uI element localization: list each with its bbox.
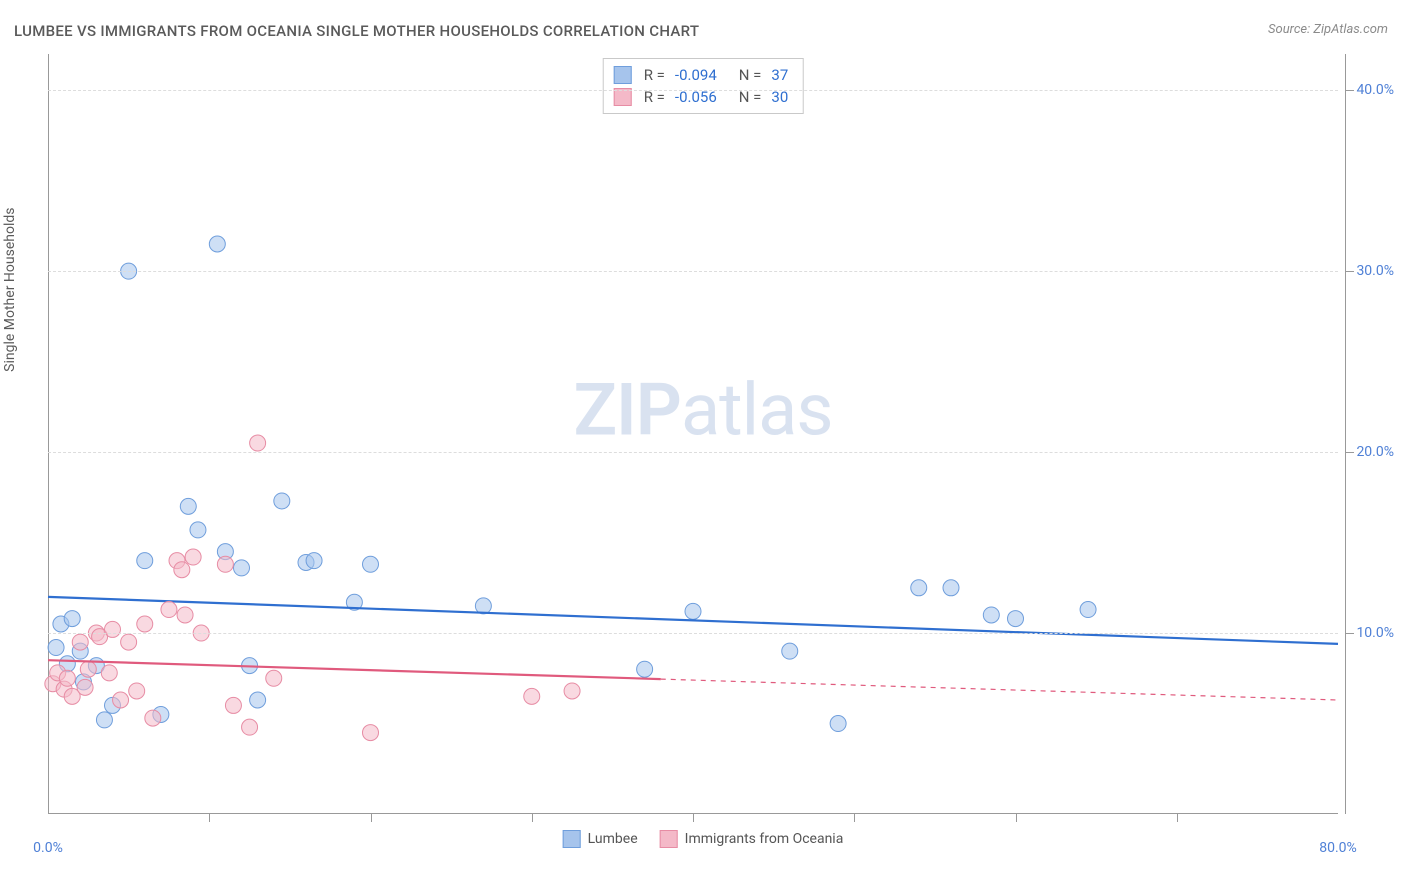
data-point bbox=[129, 683, 145, 699]
data-point bbox=[1008, 611, 1024, 627]
legend-swatch-icon bbox=[660, 830, 678, 848]
tick-mark bbox=[1346, 452, 1354, 453]
legend-item: Immigrants from Oceania bbox=[660, 830, 844, 848]
data-point bbox=[80, 661, 96, 677]
data-point bbox=[77, 679, 93, 695]
data-point bbox=[209, 236, 225, 252]
data-point bbox=[105, 621, 121, 637]
data-point bbox=[64, 611, 80, 627]
data-point bbox=[306, 553, 322, 569]
data-point bbox=[363, 556, 379, 572]
tick-mark bbox=[693, 814, 694, 822]
data-point bbox=[225, 697, 241, 713]
data-point bbox=[174, 562, 190, 578]
data-point bbox=[564, 683, 580, 699]
y-tick-label: 40.0% bbox=[1356, 82, 1394, 98]
gridline-h bbox=[48, 452, 1338, 453]
data-point bbox=[637, 661, 653, 677]
data-point bbox=[524, 688, 540, 704]
tick-mark bbox=[1177, 814, 1178, 822]
data-point bbox=[180, 498, 196, 514]
data-point bbox=[145, 710, 161, 726]
data-point bbox=[113, 692, 129, 708]
x-tick-label: 0.0% bbox=[33, 840, 63, 856]
legend-item: Lumbee bbox=[563, 830, 638, 848]
data-point bbox=[266, 670, 282, 686]
y-tick-label: 10.0% bbox=[1356, 625, 1394, 641]
y-tick-label: 20.0% bbox=[1356, 444, 1394, 460]
trend-line bbox=[48, 660, 661, 679]
data-point bbox=[250, 692, 266, 708]
data-point bbox=[161, 602, 177, 618]
plot-svg bbox=[48, 54, 1338, 814]
legend-series: Lumbee Immigrants from Oceania bbox=[563, 830, 844, 848]
data-point bbox=[274, 493, 290, 509]
data-point bbox=[121, 634, 137, 650]
data-point bbox=[137, 616, 153, 632]
data-point bbox=[782, 643, 798, 659]
data-point bbox=[242, 719, 258, 735]
data-point bbox=[137, 553, 153, 569]
correlation-chart: LUMBEE VS IMMIGRANTS FROM OCEANIA SINGLE… bbox=[0, 0, 1406, 892]
x-tick-label: 80.0% bbox=[1319, 840, 1357, 856]
data-point bbox=[72, 634, 88, 650]
data-point bbox=[190, 522, 206, 538]
y-tick-label: 30.0% bbox=[1356, 263, 1394, 279]
chart-title: LUMBEE VS IMMIGRANTS FROM OCEANIA SINGLE… bbox=[14, 22, 699, 40]
data-point bbox=[48, 640, 64, 656]
legend-item-label: Lumbee bbox=[588, 831, 638, 847]
legend-item-label: Immigrants from Oceania bbox=[685, 831, 844, 847]
tick-mark bbox=[854, 814, 855, 822]
data-point bbox=[363, 725, 379, 741]
data-point bbox=[685, 603, 701, 619]
data-point bbox=[1080, 602, 1096, 618]
data-point bbox=[217, 556, 233, 572]
tick-mark bbox=[532, 814, 533, 822]
source-attribution: Source: ZipAtlas.com bbox=[1268, 22, 1388, 37]
tick-mark bbox=[1016, 814, 1017, 822]
data-point bbox=[943, 580, 959, 596]
tick-mark bbox=[1346, 271, 1354, 272]
legend-swatch-icon bbox=[563, 830, 581, 848]
tick-mark bbox=[371, 814, 372, 822]
data-point bbox=[911, 580, 927, 596]
gridline-h bbox=[48, 271, 1338, 272]
tick-mark bbox=[1346, 90, 1354, 91]
tick-mark bbox=[1346, 633, 1354, 634]
data-point bbox=[96, 712, 112, 728]
data-point bbox=[101, 665, 117, 681]
right-axis-bar bbox=[1345, 54, 1346, 814]
y-axis-label: Single Mother Households bbox=[2, 208, 18, 372]
gridline-h bbox=[48, 633, 1338, 634]
data-point bbox=[59, 670, 75, 686]
data-point bbox=[830, 716, 846, 732]
data-point bbox=[234, 560, 250, 576]
data-point bbox=[250, 435, 266, 451]
trend-line-extrapolated bbox=[661, 679, 1338, 700]
tick-mark bbox=[209, 814, 210, 822]
data-point bbox=[185, 549, 201, 565]
data-point bbox=[983, 607, 999, 623]
data-point bbox=[177, 607, 193, 623]
gridline-h bbox=[48, 90, 1338, 91]
